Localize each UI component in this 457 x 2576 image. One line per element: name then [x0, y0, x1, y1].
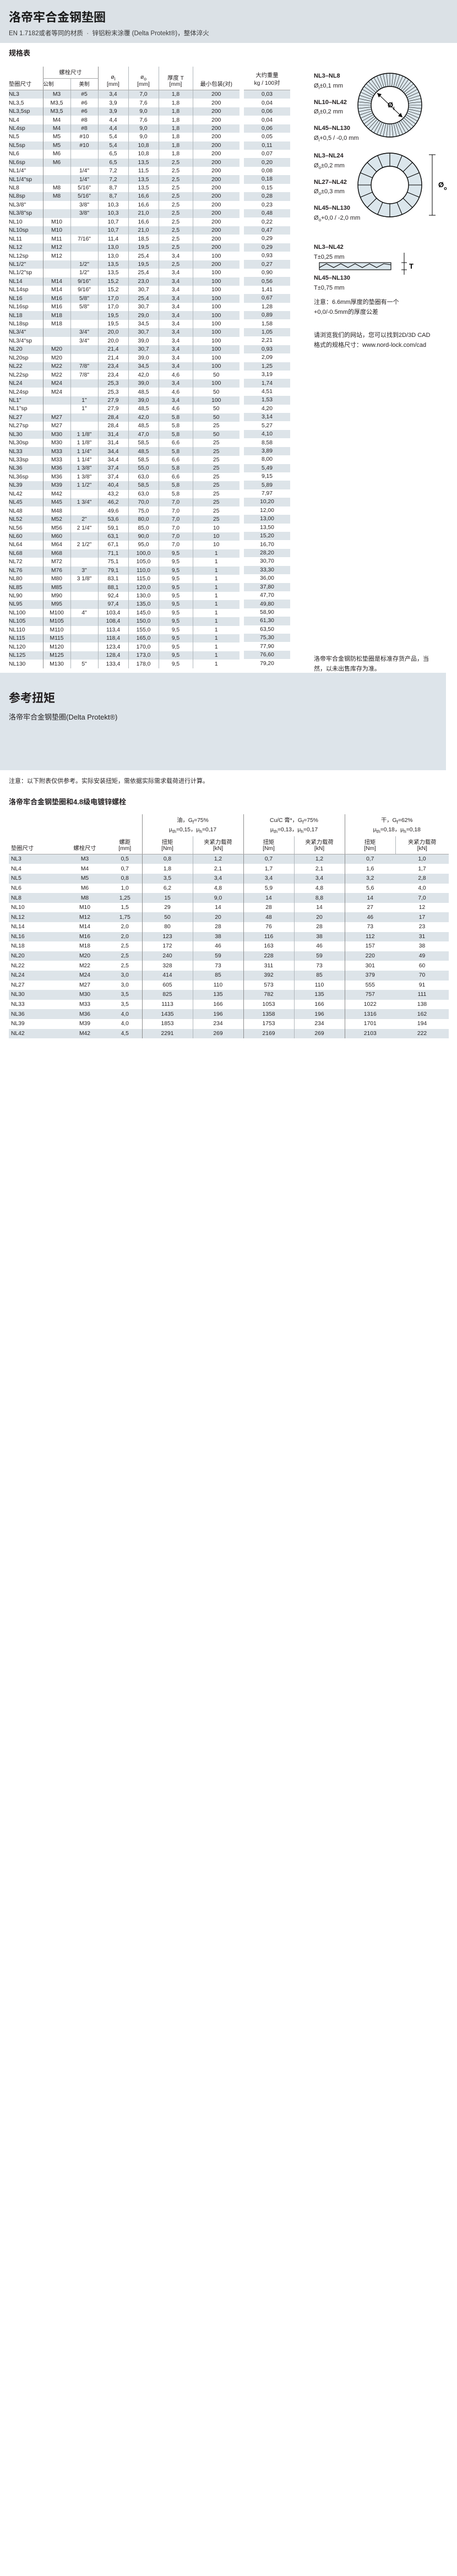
svg-text:Øo: Øo — [438, 181, 447, 191]
svg-text:T: T — [409, 262, 414, 270]
